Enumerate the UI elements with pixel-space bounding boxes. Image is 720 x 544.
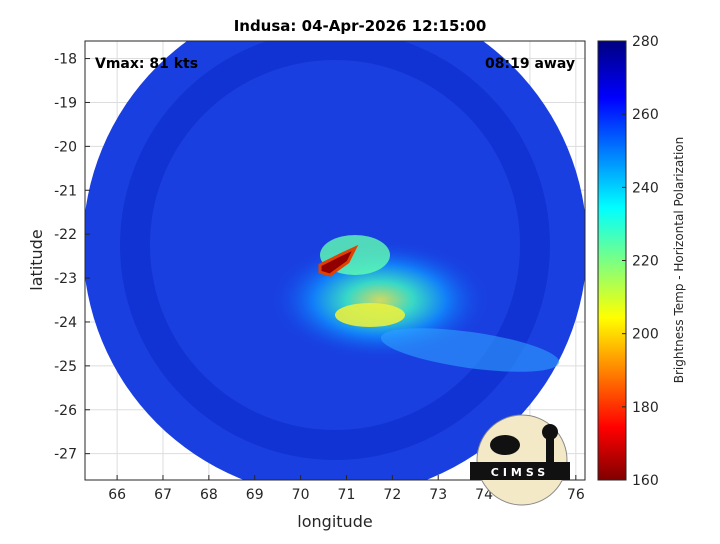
y-tick-label: -18 <box>54 52 77 68</box>
y-tick-label: -20 <box>54 139 77 155</box>
x-tick-label: 73 <box>429 487 447 503</box>
y-tick-label: -21 <box>54 183 77 199</box>
brightness-temp-swath <box>85 41 585 480</box>
chart-title: Indusa: 04-Apr-2026 12:15:00 <box>234 17 487 35</box>
x-tick-label: 68 <box>200 487 218 503</box>
colorbar <box>597 40 627 481</box>
x-tick-label: 74 <box>475 487 493 503</box>
colorbar-tick-label: 280 <box>632 34 659 50</box>
colorbar-tick-label: 260 <box>632 107 659 123</box>
colorbar-tick-label: 200 <box>632 327 659 343</box>
colorbar-tick-label: 220 <box>632 254 659 270</box>
y-tick-label: -23 <box>54 271 77 287</box>
svg-text:CIMSS: CIMSS <box>491 466 549 479</box>
x-tick-label: 69 <box>246 487 264 503</box>
x-tick-label: 71 <box>338 487 356 503</box>
vmax-label: Vmax: 81 kts <box>95 56 198 72</box>
y-tick-label: -19 <box>54 95 77 111</box>
x-tick-label: 72 <box>383 487 401 503</box>
x-tick-label: 67 <box>154 487 172 503</box>
y-tick-label: -27 <box>54 447 77 463</box>
y-tick-label: -22 <box>54 227 77 243</box>
colorbar-tick-label: 240 <box>632 180 659 196</box>
x-tick-label: 76 <box>567 487 585 503</box>
plot-frame <box>84 40 586 481</box>
y-tick-label: -24 <box>54 315 77 331</box>
time-away-label: 08:19 away <box>485 56 575 72</box>
colorbar-ticks: 160 180 200 220 240 260 280 <box>622 34 659 489</box>
y-axis-label: latitude <box>27 229 46 290</box>
x-axis-label: longitude <box>297 512 372 531</box>
x-tick-label: 70 <box>292 487 310 503</box>
eyewall-cold-core <box>318 244 359 277</box>
colorbar-tick-label: 180 <box>632 400 659 416</box>
colorbar-label: Brightness Temp - Horizontal Polarizatio… <box>672 137 686 384</box>
colorbar-tick-label: 160 <box>632 473 659 489</box>
y-axis: -18 -19 -20 -21 -22 -23 -24 -25 -26 -27 <box>54 52 90 463</box>
x-tick-label: 66 <box>108 487 126 503</box>
y-tick-label: -25 <box>54 359 77 375</box>
y-tick-label: -26 <box>54 403 77 419</box>
cimss-logo: CIMSS <box>470 414 570 506</box>
